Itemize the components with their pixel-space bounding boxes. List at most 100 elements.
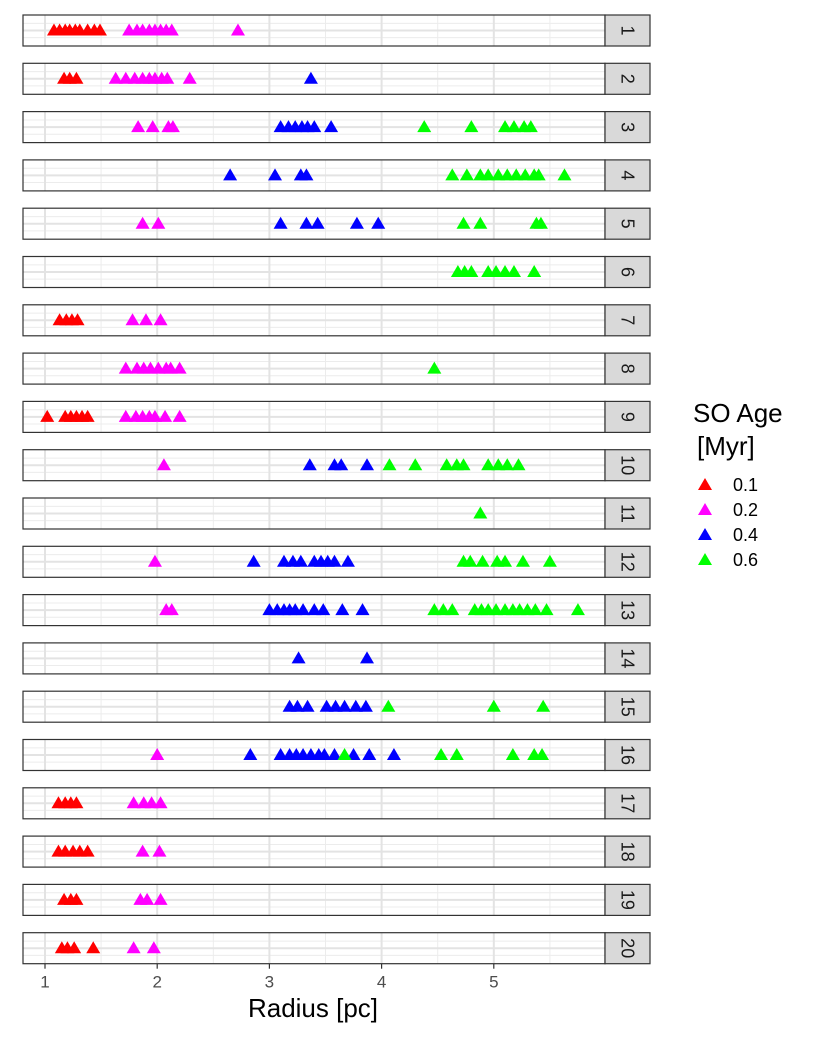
data-point xyxy=(355,603,370,616)
facet-strip xyxy=(604,110,651,144)
facet-panel: 2 xyxy=(22,62,651,95)
data-point xyxy=(386,748,401,760)
data-point xyxy=(140,892,155,905)
data-point xyxy=(527,265,542,277)
data-point xyxy=(349,216,364,229)
legend-key xyxy=(698,478,712,490)
legend-item: 0.2 xyxy=(698,500,758,520)
data-point xyxy=(69,892,84,905)
facet-panel: 16 xyxy=(22,738,651,772)
data-point xyxy=(337,748,352,760)
data-point xyxy=(153,892,168,905)
data-point xyxy=(340,554,355,567)
legend-key xyxy=(698,528,712,540)
x-tick-label: 3 xyxy=(265,973,274,992)
data-point xyxy=(362,748,377,760)
data-point xyxy=(491,458,506,471)
data-point xyxy=(473,216,488,229)
data-point xyxy=(427,603,442,616)
data-point xyxy=(434,748,449,760)
facet-strip-label: 18 xyxy=(618,842,638,862)
data-point xyxy=(138,313,153,326)
data-point xyxy=(498,554,513,567)
data-point xyxy=(145,120,160,133)
facet-strip xyxy=(604,449,651,482)
data-point xyxy=(135,216,150,229)
facet-panel: 20 xyxy=(22,932,651,965)
facet-strip xyxy=(604,883,651,917)
data-point xyxy=(509,168,524,181)
data-point xyxy=(439,458,454,471)
facet-panel: 9 xyxy=(22,400,651,433)
facet-strip-label: 4 xyxy=(618,170,638,180)
data-point xyxy=(273,748,288,760)
x-axis-title: Radius [pc] xyxy=(248,993,378,1023)
data-point xyxy=(182,71,197,84)
data-point xyxy=(464,265,479,277)
legend-label: 0.1 xyxy=(733,475,758,495)
data-point xyxy=(299,168,314,181)
data-point xyxy=(307,120,322,133)
facet-panel: 19 xyxy=(22,883,651,917)
data-point xyxy=(67,941,82,954)
data-point xyxy=(80,844,95,857)
facet-strip-label: 2 xyxy=(618,74,638,84)
legend-title: SO Age xyxy=(693,398,783,428)
data-point xyxy=(268,168,283,181)
data-point xyxy=(126,796,141,809)
data-point xyxy=(153,796,168,809)
facet-strip-label: 6 xyxy=(618,267,638,277)
facet-panel: 6 xyxy=(22,255,651,289)
data-point xyxy=(381,699,396,712)
data-point xyxy=(92,23,107,36)
data-point xyxy=(408,458,423,471)
facet-panel: 3 xyxy=(22,110,651,144)
facet-strip xyxy=(604,642,651,675)
legend-key xyxy=(698,553,712,565)
facet-strip-label: 14 xyxy=(618,648,638,668)
facet-panel: 14 xyxy=(22,642,651,675)
facet-strip-label: 5 xyxy=(618,219,638,229)
data-point xyxy=(489,603,504,616)
data-point xyxy=(156,458,171,471)
data-point xyxy=(70,313,85,326)
x-tick-label: 4 xyxy=(377,973,386,992)
legend-label: 0.6 xyxy=(733,550,758,570)
data-point xyxy=(152,844,167,857)
data-point xyxy=(570,603,585,616)
data-point xyxy=(153,313,168,326)
data-point xyxy=(486,699,501,712)
data-point xyxy=(69,71,84,84)
data-point xyxy=(303,71,318,84)
facet-panel: 5 xyxy=(22,207,651,240)
data-point xyxy=(335,603,350,616)
facet-strip-label: 7 xyxy=(618,315,638,325)
data-point xyxy=(506,120,521,133)
facet-strip-label: 3 xyxy=(618,122,638,132)
data-point xyxy=(144,796,159,809)
data-point xyxy=(464,120,479,133)
data-point xyxy=(327,554,342,567)
facet-strip-label: 12 xyxy=(618,552,638,572)
facet-strip-label: 13 xyxy=(618,600,638,620)
facet-strip-label: 16 xyxy=(618,745,638,765)
data-point xyxy=(316,603,331,616)
data-point xyxy=(165,120,180,133)
facet-strip-label: 8 xyxy=(618,364,638,374)
data-point xyxy=(319,699,334,712)
facet-strip xyxy=(604,207,651,240)
data-point xyxy=(290,699,305,712)
data-point xyxy=(300,699,315,712)
data-point xyxy=(459,168,474,181)
facet-strip xyxy=(604,835,651,868)
data-point xyxy=(276,554,291,567)
data-point xyxy=(371,216,386,229)
data-point xyxy=(360,458,375,471)
data-point xyxy=(542,554,557,567)
data-point xyxy=(164,603,179,616)
x-axis: 1 2 3 4 5 xyxy=(40,963,499,992)
facet-panel: 8 xyxy=(22,352,651,385)
facet-strip-label: 20 xyxy=(618,938,638,958)
x-tick-label: 5 xyxy=(489,973,498,992)
